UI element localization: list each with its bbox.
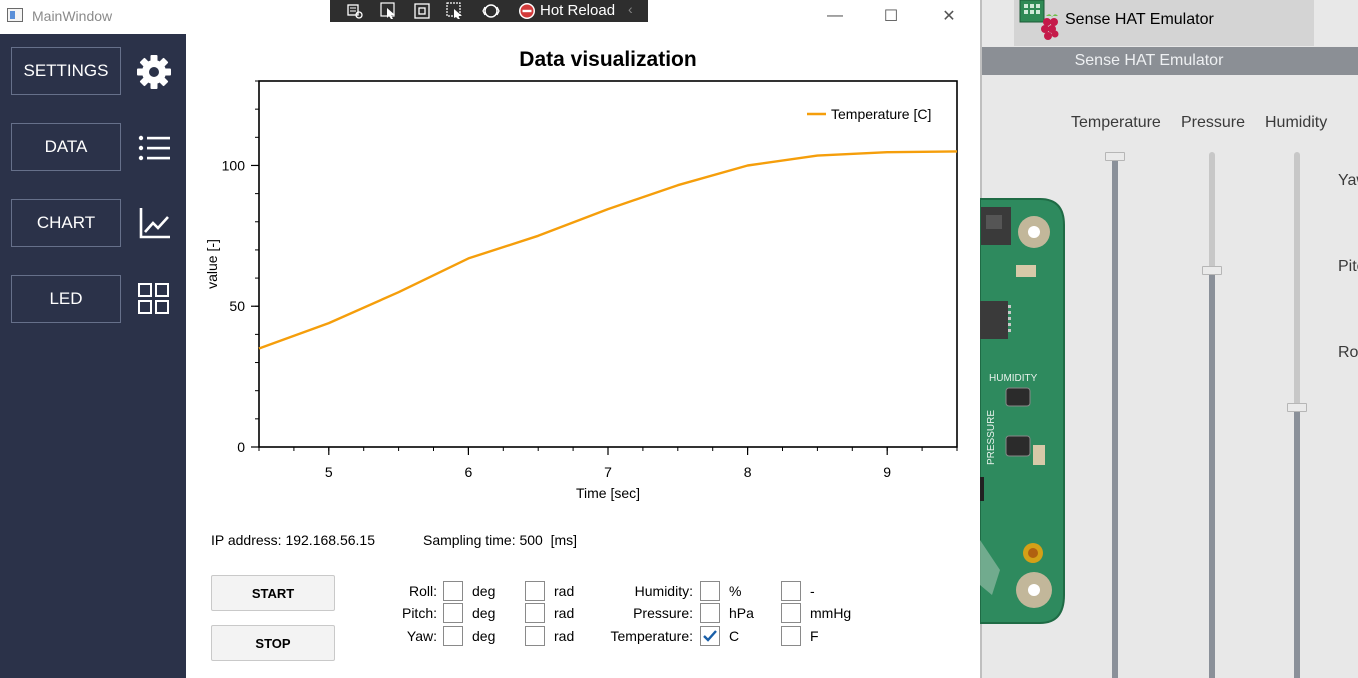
hot-reload-toolbar <box>330 0 648 22</box>
angle-row-label: Roll: <box>408 583 437 599</box>
slider-label: Humidity <box>1265 114 1328 131</box>
maximize-button[interactable]: ☐ <box>883 8 899 25</box>
slider-handle[interactable] <box>1202 266 1222 276</box>
slider-handle[interactable] <box>1287 402 1307 412</box>
env-unit2-checkbox[interactable] <box>781 581 801 601</box>
close-button[interactable]: ✕ <box>942 8 956 25</box>
slider-handle[interactable] <box>1105 152 1125 161</box>
chart-button[interactable]: CHART <box>11 199 121 247</box>
edge-slider-label: Pitch <box>1338 258 1358 275</box>
edge-slider-label: Yaw <box>1338 172 1358 189</box>
legend-label: Temperature [C] <box>831 106 931 122</box>
plot-area <box>258 80 958 448</box>
env-row-label: Pressure: <box>633 605 693 621</box>
rad-unit-label: rad <box>554 628 575 644</box>
angle-row-label: Yaw: <box>406 628 437 644</box>
env-row-label: Temperature: <box>610 628 693 644</box>
env-unit1-checkbox[interactable] <box>700 626 720 646</box>
hot-reload-stop-icon[interactable] <box>518 2 536 20</box>
y-tick-label: 100 <box>222 157 246 173</box>
data-button[interactable]: DATA <box>11 123 121 171</box>
checkmark-icon <box>703 630 717 642</box>
env-unit2-label: - <box>810 583 815 599</box>
env-unit1-label: % <box>729 583 742 599</box>
x-tick-label: 6 <box>465 464 473 480</box>
sampling-time-value: 500 <box>519 532 543 548</box>
slider-label: Temperature <box>1071 114 1161 131</box>
angle-row-label: Pitch: <box>401 605 437 621</box>
window-title: MainWindow <box>32 8 113 24</box>
chart-title: Data visualization <box>519 48 697 71</box>
select-element-icon[interactable] <box>378 2 400 20</box>
sense-hat-board: HUMIDITY PRESSURE <box>980 198 1065 624</box>
emulator-window-title: Sense HAT Emulator <box>1074 52 1224 69</box>
raspberry-pi-icon <box>1019 0 1059 40</box>
emulator-tab-title[interactable]: Sense HAT Emulator <box>1065 11 1214 28</box>
x-tick-label: 5 <box>325 464 333 480</box>
angle-rad-checkbox[interactable] <box>525 581 545 601</box>
env-unit1-label: C <box>729 628 740 644</box>
angle-rad-checkbox[interactable] <box>525 603 545 623</box>
emulator-title-bar <box>980 47 1358 75</box>
live-visual-tree-icon[interactable] <box>344 2 366 20</box>
binding-failures-icon[interactable] <box>480 2 502 20</box>
deg-unit-label: deg <box>472 605 496 621</box>
led-button[interactable]: LED <box>11 275 121 323</box>
y-tick-label: 50 <box>229 298 245 314</box>
minimize-button[interactable]: — <box>827 7 843 24</box>
deg-unit-label: deg <box>472 628 496 644</box>
env-unit2-label: mmHg <box>810 605 852 621</box>
pressure-board-label: PRESSURE <box>986 410 997 465</box>
ip-address-caption: IP address: <box>211 532 282 548</box>
rad-unit-label: rad <box>554 605 575 621</box>
humidity-board-label: HUMIDITY <box>989 373 1038 384</box>
env-unit1-checkbox[interactable] <box>700 603 720 623</box>
start-button[interactable]: START <box>211 575 335 611</box>
x-tick-label: 7 <box>604 464 612 480</box>
emulator-taskbar-tab[interactable] <box>1014 0 1314 46</box>
track-focused-element-icon[interactable] <box>444 2 466 20</box>
slider-fill <box>1294 406 1300 678</box>
env-unit2-label: F <box>810 628 819 644</box>
deg-unit-label: deg <box>472 583 496 599</box>
env-unit2-checkbox[interactable] <box>781 603 801 623</box>
slider-label: Pressure <box>1181 114 1246 131</box>
env-unit1-checkbox[interactable] <box>700 581 720 601</box>
display-layout-adorners-icon[interactable] <box>411 2 433 20</box>
settings-button[interactable]: SETTINGS <box>11 47 121 95</box>
slider-fill <box>1112 156 1118 678</box>
y-tick-label: 0 <box>237 439 245 455</box>
edge-slider-label: Roll <box>1338 344 1358 361</box>
env-unit1-label: hPa <box>729 605 754 621</box>
rad-unit-label: rad <box>554 583 575 599</box>
y-axis-label: value [-] <box>204 239 220 289</box>
main-window: MainWindow — ☐ ✕ Hot Reload ‹ SETTINGS <box>0 0 980 678</box>
gear-icon[interactable] <box>136 54 172 90</box>
angle-deg-checkbox[interactable] <box>443 581 463 601</box>
x-tick-label: 9 <box>883 464 891 480</box>
sampling-time-caption: Sampling time: <box>423 532 516 548</box>
x-tick-label: 8 <box>744 464 752 480</box>
app-window-icon <box>7 8 23 22</box>
chart-line-icon[interactable] <box>136 205 172 241</box>
env-row-label: Humidity: <box>634 583 693 599</box>
list-icon[interactable] <box>136 130 172 166</box>
angle-deg-checkbox[interactable] <box>443 603 463 623</box>
ip-address-value: 192.168.56.15 <box>285 532 375 548</box>
x-axis-label: Time [sec] <box>576 485 640 501</box>
stop-button[interactable]: STOP <box>211 625 335 661</box>
temperature-chart: 0 50 100 5 6 7 8 9 Time [sec] value [-] Temperatur… <box>204 80 958 501</box>
sampling-time-unit: [ms] <box>550 532 578 548</box>
sampling-time-label: Sampling time: 500 [ms] <box>423 532 577 548</box>
chevron-left-icon[interactable]: ‹ <box>628 1 633 17</box>
grid-icon[interactable] <box>136 281 172 317</box>
ip-address-label: IP address: 192.168.56.15 <box>211 532 375 548</box>
env-unit2-checkbox[interactable] <box>781 626 801 646</box>
angle-deg-checkbox[interactable] <box>443 626 463 646</box>
slider-fill <box>1209 270 1215 678</box>
hot-reload-label[interactable]: Hot Reload <box>540 2 616 19</box>
angle-rad-checkbox[interactable] <box>525 626 545 646</box>
